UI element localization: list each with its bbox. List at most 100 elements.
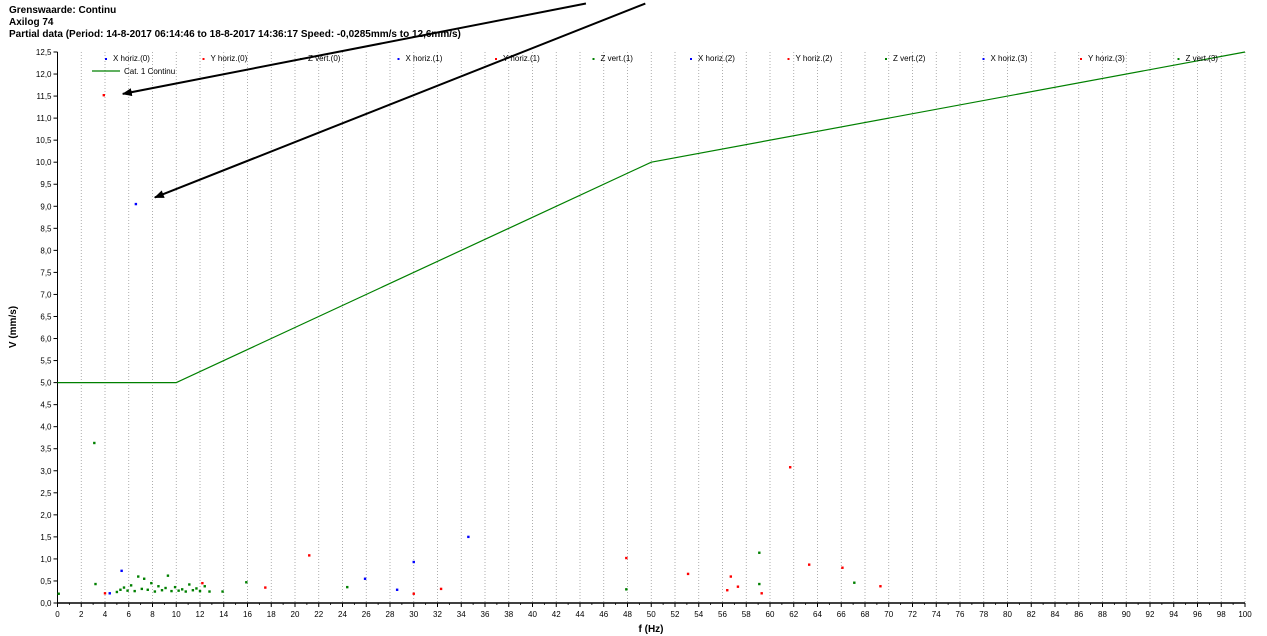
x-tick-label: 82 bbox=[1027, 610, 1036, 619]
data-point bbox=[467, 535, 470, 539]
data-point bbox=[166, 574, 170, 577]
y-tick-label: 6,5 bbox=[40, 312, 52, 321]
data-point bbox=[758, 582, 761, 586]
limit-line-group bbox=[57, 51, 1246, 384]
data-point bbox=[180, 588, 184, 591]
data-point bbox=[164, 586, 167, 590]
x-tick-label: 74 bbox=[932, 610, 941, 619]
data-point bbox=[137, 575, 140, 578]
data-point bbox=[264, 586, 267, 589]
chart-header: Grenswaarde: Continu Axilog 74 Partial d… bbox=[9, 5, 461, 41]
data-point bbox=[173, 585, 177, 589]
legend-label: X horiz.(0) bbox=[113, 54, 150, 63]
y-tick-label: 10,0 bbox=[36, 158, 52, 167]
x-tick-label: 10 bbox=[172, 610, 181, 619]
legend-marker bbox=[885, 58, 887, 60]
data-point bbox=[93, 441, 96, 445]
data-point bbox=[439, 587, 443, 591]
x-tick-label: 88 bbox=[1098, 610, 1107, 619]
data-point bbox=[195, 587, 198, 590]
legend: X horiz.(0) Y horiz.(0) Z vert.(0) X horiz.… bbox=[92, 54, 1218, 76]
x-tick-label: 12 bbox=[196, 610, 205, 619]
y-tick-label: 3,5 bbox=[40, 445, 52, 454]
x-tick-label: 42 bbox=[552, 610, 561, 619]
data-point bbox=[102, 93, 106, 97]
data-point bbox=[191, 589, 195, 592]
x-tick-label: 54 bbox=[694, 610, 703, 619]
x-tick-label: 60 bbox=[766, 610, 775, 619]
x-tick-label: 34 bbox=[457, 610, 466, 619]
data-point bbox=[133, 589, 136, 593]
x-tick-label: 92 bbox=[1146, 610, 1155, 619]
x-tick-label: 70 bbox=[884, 610, 893, 619]
x-tick-label: 30 bbox=[409, 610, 418, 619]
data-point bbox=[150, 581, 153, 585]
tick-labels: 0 2 4 6 8 10 12 14 16 18 20 22 24 26 28 30 32 34 36 38 40 42 4… bbox=[36, 48, 1252, 619]
legend-marker bbox=[397, 58, 400, 60]
chart-subtitle-device: Axilog 74 bbox=[9, 17, 54, 28]
y-tick-label: 1,5 bbox=[40, 533, 52, 542]
legend-label: Y horiz.(1) bbox=[503, 54, 540, 63]
data-point bbox=[153, 590, 157, 593]
legend-marker bbox=[495, 58, 497, 60]
legend-marker bbox=[105, 58, 107, 60]
data-point bbox=[201, 581, 204, 585]
data-point bbox=[346, 585, 349, 589]
legend-label: Z vert.(2) bbox=[893, 54, 926, 63]
data-points bbox=[57, 93, 882, 595]
data-point bbox=[203, 585, 206, 588]
data-point bbox=[308, 554, 311, 557]
legend-label: X horiz.(1) bbox=[406, 54, 443, 63]
annotations bbox=[121, 2, 646, 199]
data-point bbox=[184, 590, 187, 593]
data-point bbox=[412, 560, 415, 564]
x-tick-label: 6 bbox=[127, 610, 132, 619]
data-point bbox=[729, 575, 733, 578]
x-tick-label: 20 bbox=[291, 610, 300, 619]
y-tick-label: 12,5 bbox=[36, 48, 52, 57]
y-axis-title: V (mm/s) bbox=[8, 306, 19, 348]
x-tick-label: 44 bbox=[576, 610, 585, 619]
data-point bbox=[853, 581, 856, 584]
x-tick-label: 96 bbox=[1193, 610, 1202, 619]
data-point bbox=[198, 589, 202, 593]
x-tick-label: 98 bbox=[1217, 610, 1226, 619]
data-point bbox=[177, 589, 180, 592]
data-point bbox=[160, 589, 164, 592]
x-axis-title: f (Hz) bbox=[639, 624, 664, 635]
data-point bbox=[625, 588, 628, 591]
x-tick-label: 62 bbox=[789, 610, 798, 619]
y-tick-label: 12,0 bbox=[36, 70, 52, 79]
legend-limit-label: Cat. 1 Continu bbox=[124, 67, 175, 76]
y-tick-label: 4,5 bbox=[40, 401, 52, 410]
x-tick-label: 64 bbox=[813, 610, 822, 619]
data-point bbox=[146, 588, 149, 591]
data-point bbox=[807, 563, 811, 566]
y-tick-label: 8,5 bbox=[40, 224, 52, 233]
data-point bbox=[94, 582, 97, 586]
data-point bbox=[788, 466, 792, 469]
x-tick-label: 26 bbox=[362, 610, 371, 619]
y-tick-label: 10,5 bbox=[36, 136, 52, 145]
legend-label: Z vert.(3) bbox=[1186, 54, 1219, 63]
data-point bbox=[142, 577, 146, 580]
data-point bbox=[221, 590, 224, 593]
limit-line-cat1-continu bbox=[57, 51, 1246, 384]
data-point bbox=[625, 556, 628, 560]
x-tick-label: 94 bbox=[1169, 610, 1178, 619]
chart-title: Grenswaarde: Continu bbox=[9, 5, 117, 16]
data-point bbox=[120, 569, 123, 573]
x-tick-label: 32 bbox=[433, 610, 442, 619]
y-tick-label: 0,0 bbox=[40, 599, 52, 608]
x-tick-label: 40 bbox=[528, 610, 537, 619]
data-point bbox=[119, 588, 122, 591]
data-point bbox=[129, 584, 133, 587]
y-tick-label: 4,0 bbox=[40, 423, 52, 432]
legend-marker bbox=[592, 58, 595, 60]
data-point bbox=[208, 590, 211, 593]
y-tick-label: 8,0 bbox=[40, 246, 52, 255]
data-point bbox=[841, 566, 844, 569]
y-tick-label: 7,5 bbox=[40, 268, 52, 277]
x-tick-label: 76 bbox=[956, 610, 965, 619]
legend-marker bbox=[202, 58, 205, 60]
